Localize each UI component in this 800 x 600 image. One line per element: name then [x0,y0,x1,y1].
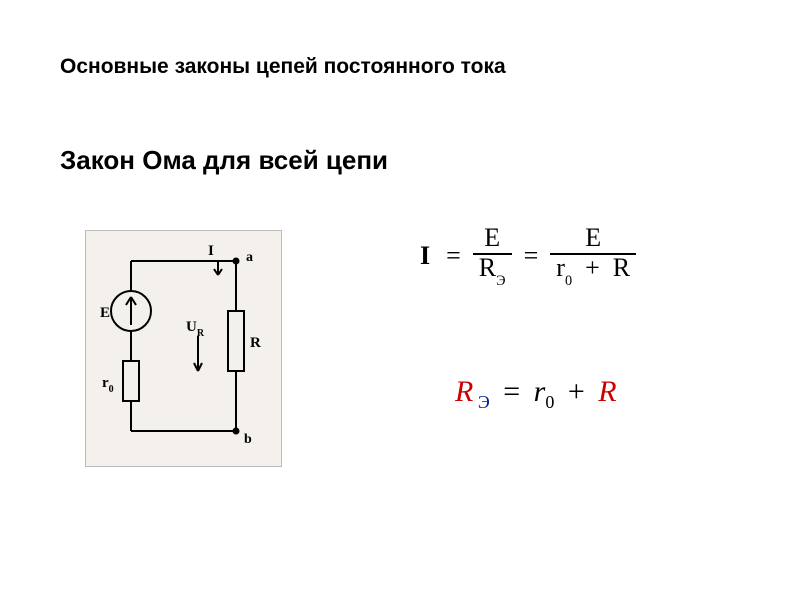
numerator-E-1: E [478,225,506,253]
ohms-law-formula: I = E RЭ = E r0 + R [420,225,640,287]
page-title: Основные законы цепей постоянного тока [60,55,506,79]
emf-label: E [100,305,110,321]
ur-label: UR [186,319,205,339]
circuit-diagram: a b I E r0 R UR [85,230,282,467]
equals-1: = [446,243,461,269]
formula2-plus: + [568,375,585,408]
formula2-R2: R [598,375,616,408]
formula-I: I [420,243,430,269]
node-a-label: a [246,250,253,265]
equals-2: = [524,243,539,269]
fraction-1: E RЭ [473,225,512,287]
circuit-svg: a b I E r0 R UR [86,231,281,466]
formula2-r0: r0 [534,375,555,408]
equivalent-resistance-formula: R Э = r0 + R [455,375,617,413]
denominator-r0-plus-R: r0 + R [550,255,636,287]
slide-page: Основные законы цепей постоянного тока З… [0,0,800,600]
fraction-2: E r0 + R [550,225,636,287]
denominator-Req: RЭ [473,255,512,287]
current-label: I [208,243,214,259]
r0-label: r0 [102,375,114,395]
formula2-R1: R [455,375,473,408]
load-r-label: R [250,335,261,351]
formula2-sub-E: Э [473,392,489,412]
section-subtitle: Закон Ома для всей цепи [60,145,400,176]
formula2-eq: = [503,375,520,408]
node-b-label: b [244,432,252,447]
numerator-E-2: E [579,225,607,253]
